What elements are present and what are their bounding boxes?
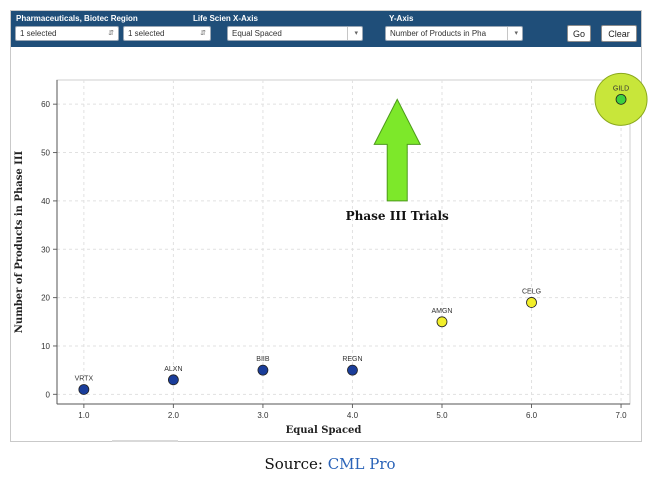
y-axis-select[interactable]: Number of Products in Pha ▾ — [385, 26, 523, 41]
point-label: AMGN — [431, 308, 452, 315]
phase-iii-arrow-icon — [373, 98, 422, 202]
chevron-down-icon: ▾ — [354, 30, 358, 37]
data-point — [167, 374, 179, 386]
scatter-chart: 0 10 20 30 40 50 60 1.0 2.0 3.0 4.0 5.0 6.0 7.0 Equal … — [14, 72, 648, 436]
region-filter-2-select[interactable]: 1 selected ⇵ — [123, 26, 211, 41]
x-axis-title: Equal Spaced — [286, 425, 362, 436]
region-filter-1-select[interactable]: 1 selected ⇵ — [15, 26, 119, 41]
data-point — [526, 297, 537, 308]
region-filter-2-value: 1 selected — [128, 29, 165, 38]
panel-tab-indicator — [112, 440, 178, 442]
point-label: ALXN — [164, 366, 182, 373]
x-tick-label: 3.0 — [257, 411, 269, 420]
source-prefix: Source: — [264, 455, 328, 473]
y-axis-filter-label: Y-Axis — [389, 14, 414, 23]
data-point — [257, 364, 269, 376]
source-caption: Source: CML Pro — [0, 455, 660, 473]
x-axis-filter-label: Life Scien X-Axis — [193, 14, 258, 23]
y-tick-label: 20 — [41, 294, 50, 303]
x-tick-label: 5.0 — [436, 411, 448, 420]
point-label: CELG — [522, 288, 541, 295]
y-tick-label: 0 — [46, 390, 51, 399]
select-divider — [507, 27, 508, 40]
chevron-up-down-icon: ⇵ — [108, 30, 114, 37]
region-filter-1-value: 1 selected — [20, 29, 57, 38]
x-axis-select[interactable]: Equal Spaced ▾ — [227, 26, 363, 41]
chart-panel: Pharmaceuticals, Biotec Region Life Scie… — [10, 10, 642, 442]
go-button[interactable]: Go — [567, 25, 591, 42]
x-tick-label: 7.0 — [615, 411, 627, 420]
filter-toolbar: Pharmaceuticals, Biotec Region Life Scie… — [11, 11, 641, 47]
annotation-label: Phase III Trials — [346, 209, 449, 223]
y-tick-label: 30 — [41, 245, 50, 254]
point-label: REGN — [342, 356, 362, 363]
x-tick-label: 2.0 — [168, 411, 180, 420]
x-axis-value: Equal Spaced — [232, 29, 282, 38]
x-tick-label: 6.0 — [526, 411, 538, 420]
y-axis-value: Number of Products in Pha — [390, 29, 487, 38]
point-label: GILD — [613, 85, 629, 92]
source-link[interactable]: CML Pro — [327, 455, 396, 473]
data-point — [436, 316, 448, 328]
data-point — [615, 93, 627, 105]
select-divider — [347, 27, 348, 40]
y-tick-label: 60 — [41, 100, 50, 109]
y-tick-label: 40 — [41, 197, 50, 206]
clear-button[interactable]: Clear — [601, 25, 637, 42]
x-tick-label: 4.0 — [347, 411, 359, 420]
region-filter-label: Pharmaceuticals, Biotec Region — [16, 14, 138, 23]
x-tick-label: 1.0 — [78, 411, 90, 420]
data-point — [347, 364, 358, 376]
y-tick-label: 50 — [41, 149, 50, 158]
chevron-down-icon: ▾ — [514, 30, 518, 37]
chevron-up-down-icon: ⇵ — [200, 30, 206, 37]
y-tick-label: 10 — [41, 342, 50, 351]
y-axis-title: Number of Products in Phase III — [14, 150, 25, 333]
point-label: VRTX — [75, 375, 94, 382]
data-point — [78, 384, 90, 395]
point-label: BIIB — [256, 356, 270, 363]
